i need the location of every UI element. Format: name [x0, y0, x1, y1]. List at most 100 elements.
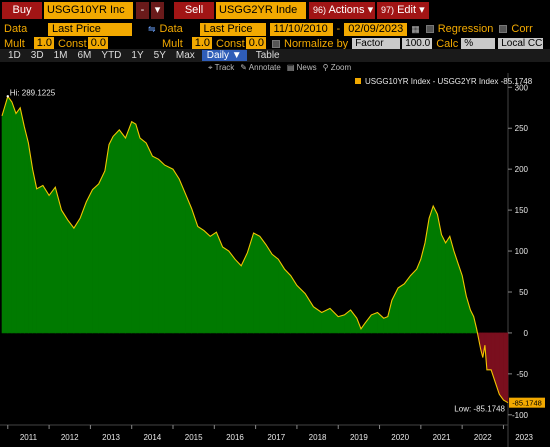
- buy-dropdown-icon[interactable]: ▾: [151, 1, 164, 19]
- negative-area-segment: [503, 332, 509, 404]
- mult-field-2[interactable]: 1.0: [192, 37, 212, 50]
- const-label-1: Const: [58, 37, 87, 50]
- last-value-label: -85.1748: [512, 399, 542, 408]
- const-label-2: Const: [216, 37, 245, 50]
- frequency-dropdown[interactable]: Daily ▼: [201, 50, 247, 61]
- negative-area-segment: [499, 332, 504, 402]
- normalize-factor-field[interactable]: 100.0: [402, 37, 433, 50]
- buy-button[interactable]: Buy: [2, 1, 42, 19]
- high-marker: [6, 95, 9, 98]
- y-axis: 300 250 200 150 100 50 0 -50 -100: [508, 83, 529, 420]
- positive-area-segment: [265, 243, 273, 334]
- annotate-tool[interactable]: ✎ Annotate: [240, 63, 281, 72]
- normalize-checkbox[interactable]: [272, 39, 280, 48]
- chart-area-fills: [1, 95, 509, 404]
- buy-ticker-field[interactable]: USGG10YR Inc: [44, 1, 133, 19]
- positive-area-segment: [164, 164, 174, 334]
- data-label-2: Data: [159, 23, 183, 35]
- positive-area-segment: [453, 250, 459, 334]
- positive-area-segment: [15, 106, 21, 334]
- normalize-label: Normalize by: [284, 37, 349, 50]
- period-1y-button[interactable]: 1Y: [131, 50, 144, 61]
- end-date-field[interactable]: 02/09/2023: [344, 22, 408, 36]
- data-field-2[interactable]: Last Price: [199, 22, 266, 36]
- table-button[interactable]: Table: [255, 50, 280, 61]
- positive-area-segment: [228, 250, 236, 334]
- data-field-1[interactable]: Last Price: [48, 22, 132, 36]
- const-field-1[interactable]: 0.0: [88, 37, 108, 50]
- low-label: Low: -85.1748: [454, 405, 505, 414]
- positive-area-segment: [410, 268, 418, 334]
- sell-ticker-field[interactable]: USGG2YR Inde: [216, 1, 306, 19]
- x-tick-label: 2022: [474, 433, 492, 442]
- y-tick-label: 150: [515, 206, 529, 215]
- positive-area-segment: [313, 306, 323, 334]
- normalize-dropdown[interactable]: Factor: [352, 37, 401, 50]
- positive-area-segment: [428, 205, 434, 334]
- y-tick-label: 0: [524, 329, 529, 338]
- calc-dropdown[interactable]: %: [461, 37, 496, 50]
- spread-chart[interactable]: 2011 2012 2013 2014 2015 2016 2017 2018 2019 2020…: [0, 73, 550, 447]
- chart-line: [1, 95, 509, 404]
- link-icon[interactable]: ⇋: [148, 23, 156, 34]
- positive-area-segment: [441, 234, 446, 334]
- mult-field-1[interactable]: 1.0: [34, 37, 54, 50]
- high-label: Hi: 289.1225: [10, 88, 56, 97]
- positive-area-segment: [387, 300, 393, 334]
- x-tick-label: 2011: [20, 433, 38, 442]
- calendar-icon[interactable]: ▦: [411, 23, 420, 34]
- track-tool[interactable]: ⌖ Track: [208, 62, 235, 72]
- period-6m-button[interactable]: 6M: [77, 50, 92, 61]
- positive-area-segment: [19, 107, 25, 334]
- buy-minus-button[interactable]: -: [136, 1, 149, 19]
- news-tool[interactable]: ▤ News: [286, 63, 317, 72]
- y-tick-label: 250: [515, 124, 529, 133]
- period-1m-button[interactable]: 1M: [53, 50, 68, 61]
- positive-area-segment: [234, 258, 242, 334]
- period-ytd-button[interactable]: YTD: [101, 50, 122, 61]
- positive-area-segment: [11, 101, 17, 334]
- x-tick-label: 2018: [309, 433, 327, 442]
- period-5y-button[interactable]: 5Y: [153, 50, 166, 61]
- positive-area-segment: [404, 274, 411, 334]
- positive-area-segment: [61, 209, 68, 334]
- negative-area-segment: [486, 332, 492, 371]
- positive-area-segment: [449, 236, 455, 334]
- positive-area-segment: [48, 186, 56, 334]
- chart-toolbar: ⌖ Track ✎ Annotate ▤ News ⚲ Zoom: [0, 62, 550, 73]
- positive-area-segment: [85, 189, 93, 334]
- positive-area-segment: [7, 95, 13, 334]
- sell-button[interactable]: Sell: [174, 1, 214, 19]
- positive-area-segment: [152, 155, 159, 334]
- zoom-label: Zoom: [330, 63, 352, 72]
- const-field-2[interactable]: 0.0: [246, 37, 266, 50]
- corr-label: Corr: [511, 23, 533, 35]
- currency-dropdown[interactable]: Local CCY: [498, 37, 544, 50]
- date-separator: -: [336, 23, 341, 35]
- period-bar: 1D 3D 1M 6M YTD 1Y 5Y Max Daily ▼ Table: [0, 49, 550, 62]
- y-tick-label: 300: [515, 83, 529, 92]
- last-value-tag: [509, 397, 545, 408]
- x-tick-label: 2019: [350, 433, 368, 442]
- period-1d-button[interactable]: 1D: [8, 50, 21, 61]
- positive-area-segment: [135, 124, 141, 334]
- y-tick-label: -50: [516, 370, 528, 379]
- x-tick-label: 2020: [391, 433, 409, 442]
- legend-swatch: [355, 78, 361, 84]
- data-label-1: Data: [4, 23, 28, 35]
- start-date-field[interactable]: 11/10/2010: [269, 22, 333, 36]
- positive-area-segment: [79, 201, 87, 334]
- positive-area-segment: [222, 246, 230, 334]
- corr-checkbox[interactable]: [499, 25, 508, 33]
- edit-menu[interactable]: 97) Edit ▾: [377, 1, 429, 19]
- positive-area-segment: [370, 312, 378, 334]
- positive-area-segment: [209, 231, 217, 334]
- regression-checkbox[interactable]: [425, 25, 434, 33]
- positive-area-segment: [416, 259, 422, 334]
- period-max-button[interactable]: Max: [175, 50, 195, 61]
- y-tick-label: 200: [515, 165, 529, 174]
- period-3d-button[interactable]: 3D: [30, 50, 44, 61]
- actions-menu[interactable]: 96) Actions ▾: [309, 1, 375, 19]
- positive-area-segment: [445, 235, 451, 334]
- zoom-tool[interactable]: ⚲ Zoom: [322, 63, 352, 72]
